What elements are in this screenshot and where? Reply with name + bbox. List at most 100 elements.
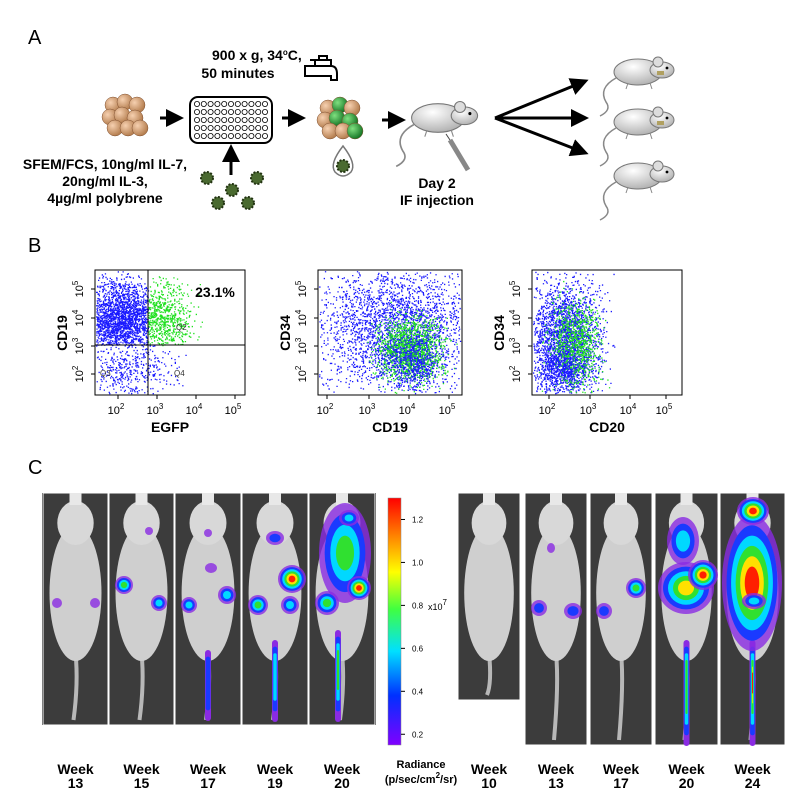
mouse-head	[256, 501, 294, 545]
mouse-body	[596, 525, 646, 661]
superscript: 5	[508, 280, 517, 285]
arrow	[494, 116, 589, 157]
y-tick-label: 105	[71, 280, 86, 297]
well	[227, 109, 234, 116]
x-tick-label: 102	[539, 402, 556, 417]
nose-cone	[680, 493, 693, 505]
well	[214, 132, 221, 139]
signal-blob	[744, 566, 760, 600]
superscript: 4	[508, 309, 517, 314]
week-label: Week	[471, 761, 508, 777]
text-part: 10	[74, 314, 86, 326]
well	[221, 109, 228, 116]
mouse-body	[464, 525, 514, 661]
x-tick-label: 103	[359, 402, 376, 417]
mouse-head	[189, 501, 227, 545]
week-label: Week	[668, 761, 705, 777]
superscript: 4	[294, 309, 303, 314]
colorbar-multiplier: x107	[428, 598, 448, 612]
medium-text: 20ng/ml IL-3,	[62, 173, 148, 189]
tag	[657, 71, 664, 75]
event-dots	[319, 271, 462, 395]
mouse-icon	[395, 100, 479, 168]
week-label: Week	[734, 761, 771, 777]
well	[261, 101, 268, 108]
mouse-leg	[625, 132, 629, 140]
week-number: 17	[200, 775, 216, 791]
superscript: 4	[71, 309, 80, 314]
signal-blob	[205, 563, 217, 573]
text-part: 10	[580, 405, 592, 417]
y-tick-label: 103	[508, 337, 523, 354]
well	[234, 117, 241, 124]
colorbar-tick-label: 0.2	[412, 730, 424, 739]
colorbar-tick-label: 0.6	[412, 644, 424, 653]
signal-blob	[155, 599, 163, 607]
y-tick-label: 105	[508, 280, 523, 297]
mouse-icon	[599, 106, 675, 167]
well	[234, 109, 241, 116]
mouse-leg	[649, 132, 653, 140]
nose-cone	[483, 493, 495, 505]
condition-line: 900 x g, 34oC,	[212, 47, 302, 63]
superscript: 2	[329, 402, 334, 411]
signal-blob	[204, 529, 212, 537]
signal-blob	[185, 601, 193, 609]
colorbar-units: (p/sec/cm2/sr)	[385, 771, 458, 786]
flow-plot: 102 103 104 105EGFPCD1910510410310223.1%Q2Q…	[54, 269, 246, 435]
well	[255, 132, 262, 139]
mouse-body	[115, 525, 168, 661]
superscript: 2	[508, 365, 517, 370]
superscript: 2	[551, 402, 556, 411]
superscript: 5	[71, 280, 80, 285]
text-part: 10	[297, 314, 309, 326]
signal-blob	[145, 527, 153, 535]
event-dots	[533, 343, 593, 395]
x-axis-label: CD20	[589, 419, 625, 435]
well	[207, 101, 214, 108]
well	[200, 125, 207, 132]
well	[207, 125, 214, 132]
y-axis-label: CD34	[491, 315, 507, 351]
panel-label: A	[28, 27, 42, 49]
well	[234, 125, 241, 132]
mouse-tail	[599, 181, 617, 221]
mouse-icon	[599, 160, 675, 221]
text-part: 10	[511, 342, 523, 354]
nose-cone	[202, 493, 214, 505]
mouse-eye	[665, 116, 669, 120]
well	[248, 101, 255, 108]
mouse-ear	[652, 56, 664, 68]
text-part: 10	[186, 405, 198, 417]
quadrant-label: Q3	[100, 369, 111, 378]
nose-cone	[550, 493, 562, 505]
well	[221, 117, 228, 124]
well	[248, 109, 255, 116]
x-axis-label: EGFP	[151, 419, 189, 435]
text-part: 900 x g, 34	[212, 47, 283, 63]
well	[227, 117, 234, 124]
well	[214, 125, 221, 132]
x-axis-label: CD19	[372, 419, 408, 435]
week-number: 20	[679, 775, 695, 791]
medium-text: SFEM/FCS, 10ng/ml IL-7,	[23, 156, 187, 172]
well	[200, 117, 207, 124]
mouse-leg	[625, 186, 629, 194]
superscript: o	[283, 48, 288, 57]
mouse-body	[181, 525, 235, 661]
panel-c: C Week13Week15Week17Week19Week20Week10We…	[28, 457, 786, 791]
nose-cone	[336, 493, 348, 505]
week-label: Week	[324, 761, 361, 777]
plot-frame	[531, 269, 683, 396]
mouse-tail	[395, 123, 415, 168]
superscript: 5	[668, 402, 673, 411]
event-dots	[148, 276, 203, 347]
well	[200, 109, 207, 116]
signal-blob	[749, 507, 757, 515]
colorbar-tick-label: 0.4	[412, 687, 424, 696]
well	[261, 109, 268, 116]
mouse-body	[49, 525, 102, 661]
mouse-leg	[649, 82, 653, 90]
